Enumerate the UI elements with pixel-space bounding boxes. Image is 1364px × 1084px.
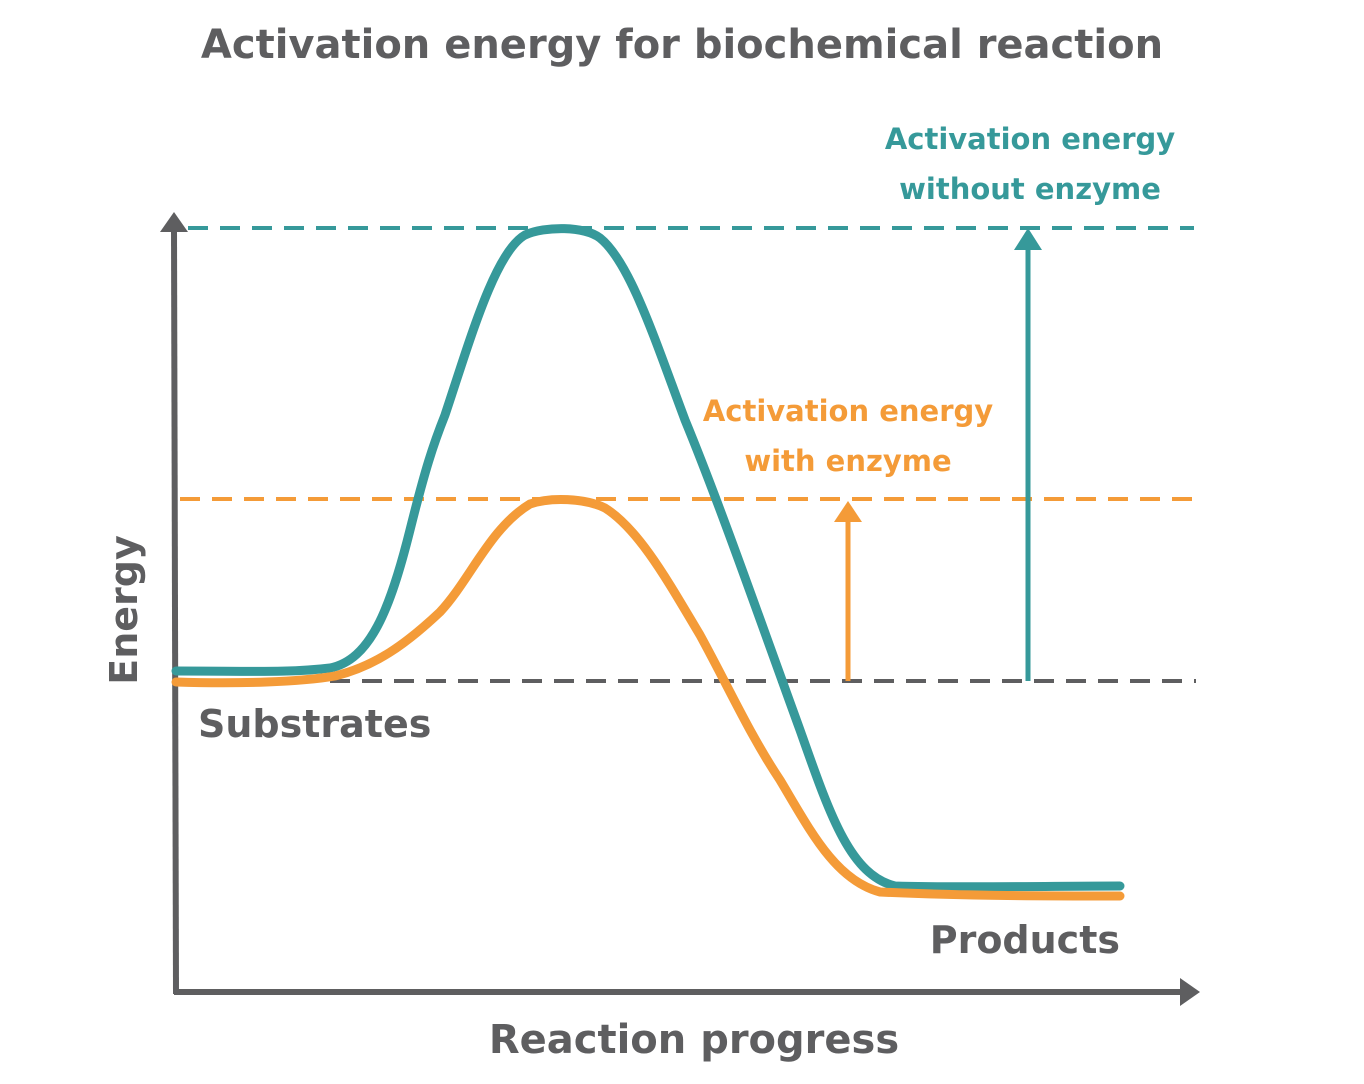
without-enzyme-label-line1: Activation energy — [885, 122, 1175, 156]
x-axis-arrowhead — [1180, 978, 1200, 1006]
y-axis-label: Energy — [102, 535, 146, 685]
with-enzyme-label-line1: Activation energy — [703, 394, 993, 428]
substrates-label: Substrates — [198, 702, 431, 746]
curve-with-enzyme — [171, 494, 1125, 901]
curve-without-enzyme — [171, 224, 1125, 892]
with-enzyme-label-line2: with enzyme — [744, 444, 951, 478]
with-enzyme-arrowhead — [834, 501, 862, 522]
without-enzyme-label-line2: without enzyme — [899, 172, 1161, 206]
y-axis — [171, 227, 179, 995]
without-enzyme-arrowhead — [1014, 228, 1042, 250]
products-label: Products — [930, 918, 1120, 962]
diagram-title: Activation energy for biochemical reacti… — [201, 22, 1163, 68]
y-axis-arrowhead — [160, 212, 188, 232]
x-axis-label: Reaction progress — [489, 1017, 899, 1063]
